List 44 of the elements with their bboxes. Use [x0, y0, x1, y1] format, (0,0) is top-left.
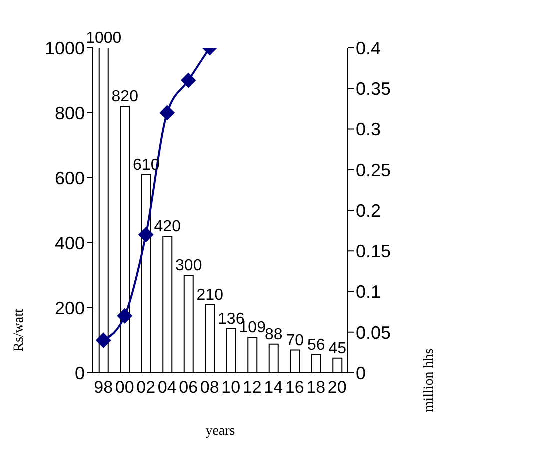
- y2-tick-label: 0.05: [356, 322, 392, 343]
- y2-tick-label: 0.3: [356, 120, 382, 140]
- data-label: 88: [264, 326, 283, 344]
- y2-tick-label: 0.2: [356, 200, 382, 221]
- y-tick-label: 0: [74, 363, 85, 384]
- x-tick-label: 12: [242, 378, 262, 398]
- y-tick-label: 400: [54, 233, 85, 254]
- data-label: 210: [196, 286, 224, 304]
- y-tick-label: 200: [54, 298, 85, 318]
- data-label: 56: [307, 336, 326, 354]
- x-tick-label: 14: [264, 378, 284, 398]
- y-tick-label: 800: [54, 103, 85, 124]
- point: [138, 227, 154, 242]
- x-tick-label: 00: [115, 378, 134, 398]
- y2-tick-label: 0: [356, 363, 366, 384]
- data-label: 300: [176, 258, 202, 274]
- x-tick-label: 18: [306, 378, 326, 398]
- data-label: 820: [112, 88, 139, 106]
- y-tick-label: 600: [54, 168, 85, 188]
- data-label: 45: [328, 340, 347, 358]
- point: [160, 106, 175, 120]
- y2-axis-title: million hhs: [422, 348, 437, 412]
- x-tick-label: 06: [179, 378, 198, 398]
- y2-tick-label: 0.25: [356, 160, 392, 180]
- point: [181, 73, 196, 88]
- y2-tick-label: 0.15: [356, 242, 392, 262]
- x-tick-label: 98: [94, 378, 114, 398]
- data-label: 420: [154, 218, 182, 236]
- y-tick-label: 1000: [44, 38, 85, 58]
- x-tick-label: 08: [200, 378, 220, 398]
- y2-tick-label: 0.1: [356, 282, 382, 302]
- y-axis-title: Rs/watt: [12, 309, 27, 352]
- point: [117, 308, 132, 324]
- x-tick-label: 20: [328, 378, 347, 398]
- x-tick-label: 10: [222, 378, 241, 398]
- x-tick-label: 04: [158, 378, 177, 398]
- y2-tick-label: 0.35: [356, 79, 392, 100]
- data-label: 70: [286, 332, 304, 350]
- x-tick-label: 02: [136, 378, 156, 398]
- data-label: 1000: [86, 30, 122, 47]
- point: [96, 333, 112, 348]
- x-tick-label: 16: [285, 378, 304, 398]
- x-axis-title: years: [206, 424, 236, 439]
- y2-tick-label: 0.4: [356, 38, 382, 58]
